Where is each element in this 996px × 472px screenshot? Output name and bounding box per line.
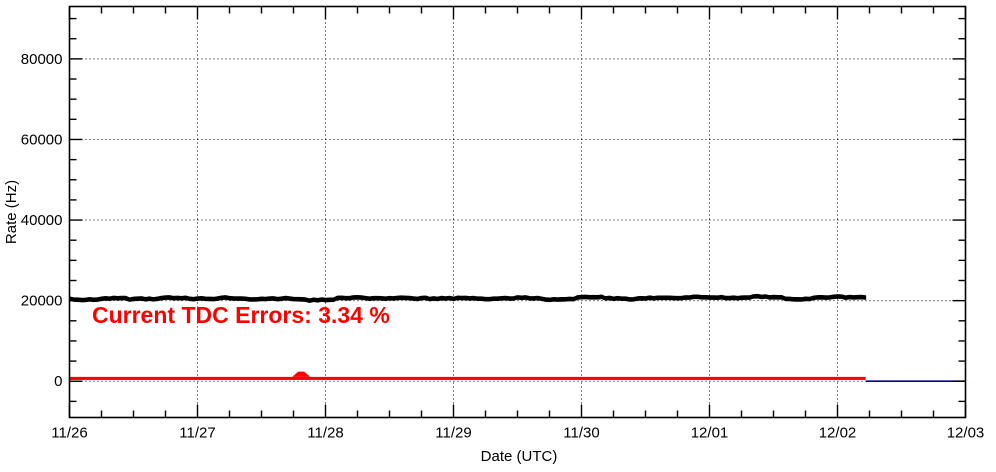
tdc-error-annotation: Current TDC Errors: 3.34 % [92,302,390,328]
x-tick-label: 12/01 [691,425,729,442]
axis-ticks [68,6,967,418]
series-tdc-error-rate [69,371,866,380]
y-axis-tick-labels: 0 20000 40000 60000 80000 [21,51,63,390]
x-tick-label: 11/30 [563,425,599,442]
y-tick-label: 40000 [21,212,63,229]
data-series-layer [69,293,966,383]
y-tick-label: 0 [54,373,62,390]
x-axis-title: Date (UTC) [481,448,558,465]
y-tick-label: 80000 [21,51,63,68]
series-trigger-rate [69,293,867,303]
horizontal-gridlines [69,58,966,382]
x-tick-label: 12/02 [819,425,857,442]
y-axis-title: Rate (Hz) [3,180,20,244]
vertical-gridlines [197,6,838,418]
x-axis-tick-labels: 11/26 11/27 11/28 11/29 11/30 12/01 12/02 12/03 [51,425,984,442]
y-tick-label: 60000 [21,131,63,148]
x-tick-label: 11/28 [307,425,343,442]
x-tick-label: 11/27 [179,425,215,442]
x-tick-label: 12/03 [947,425,985,442]
x-tick-label: 11/26 [51,425,87,442]
y-tick-label: 20000 [21,293,63,310]
x-tick-label: 11/29 [435,425,471,442]
